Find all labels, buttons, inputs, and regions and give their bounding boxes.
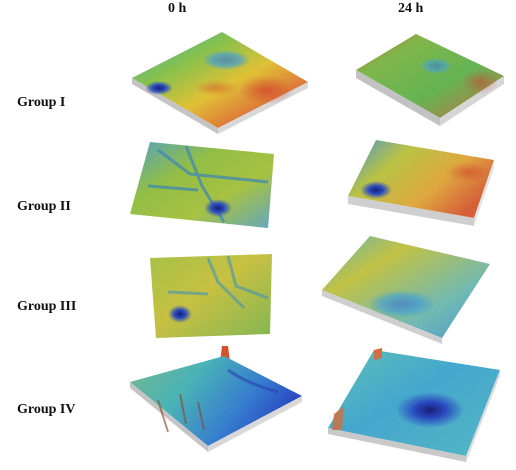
surface-map-group-ii-24h [348, 140, 494, 226]
row-label-group-iv: Group IV [17, 402, 76, 417]
surface-map-group-iv-0h [130, 346, 302, 452]
surface-map-group-i-0h [132, 32, 308, 134]
surface-map-group-iii-0h [150, 254, 272, 338]
column-header-24h: 24 h [398, 1, 424, 16]
surface-map-group-iv-24h [328, 348, 500, 462]
row-label-group-iii: Group III [17, 299, 77, 314]
surface-map-group-i-24h [356, 34, 504, 126]
surface-map-group-iii-24h [322, 236, 490, 344]
column-header-0h: 0 h [168, 1, 187, 16]
row-label-group-i: Group I [17, 95, 66, 110]
row-label-group-ii: Group II [17, 199, 71, 214]
surface-map-group-ii-0h [130, 142, 274, 228]
